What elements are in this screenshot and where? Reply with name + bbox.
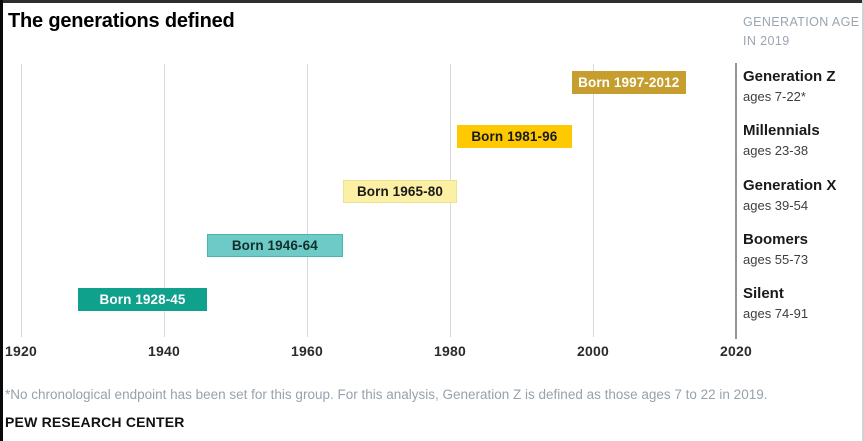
- legend-note: GENERATION AGE IN 2019: [743, 13, 861, 51]
- bar-label: Born 1946-64: [231, 237, 318, 253]
- source-attribution: PEW RESEARCH CENTER: [5, 414, 185, 430]
- generation-name: Boomers: [743, 230, 809, 248]
- gridline-1960: [306, 64, 308, 337]
- footnote: *No chronological endpoint has been set …: [5, 387, 768, 402]
- axis-tick-1920: 1920: [5, 343, 37, 359]
- legend-note-line2: IN 2019: [743, 33, 790, 48]
- generation-bar-generation-z: Born 1997-2012: [571, 71, 686, 94]
- generation-ages: ages 74-91: [743, 306, 809, 322]
- generation-name: Millennials: [743, 122, 820, 140]
- generation-name: Silent: [743, 285, 784, 303]
- generation-ages: ages 39-54: [743, 197, 809, 213]
- generation-bar-boomers: Born 1946-64: [206, 233, 343, 257]
- generation-bar-millennials: Born 1981-96: [457, 125, 572, 149]
- axis-tick-2000: 2000: [577, 343, 609, 359]
- bar-label: Born 1928-45: [99, 292, 186, 308]
- gridline-2020: [735, 63, 737, 339]
- legend-note-line1: GENERATION AGE: [743, 15, 860, 29]
- axis-tick-1980: 1980: [434, 343, 466, 359]
- bar-label: Born 1965-80: [356, 183, 443, 199]
- generation-label-generation-x: Generation X ages 39-54: [743, 177, 863, 213]
- axis-tick-1940: 1940: [148, 343, 180, 359]
- generation-label-millennials: Millennials ages 23-38: [743, 122, 863, 158]
- window-right-edge: [862, 0, 864, 441]
- generation-name: Generation X: [743, 176, 837, 194]
- gridline-1920: [20, 64, 22, 337]
- chart-title: The generations defined: [8, 10, 235, 32]
- generation-name: Generation Z: [743, 68, 836, 85]
- axis-tick-2020: 2020: [720, 343, 752, 359]
- generation-ages: ages 7-22*: [743, 89, 806, 104]
- generation-bar-generation-x: Born 1965-80: [342, 179, 458, 203]
- window-left-edge: [0, 0, 3, 441]
- generation-label-silent: Silent ages 74-91: [743, 285, 863, 321]
- generation-ages: ages 55-73: [743, 251, 809, 267]
- gridline-1940: [163, 64, 165, 337]
- axis-tick-1960: 1960: [291, 343, 323, 359]
- generation-bar-silent: Born 1928-45: [78, 288, 207, 312]
- bar-label: Born 1981-96: [471, 129, 558, 145]
- top-border: [0, 0, 864, 3]
- generation-ages: ages 23-38: [743, 143, 809, 159]
- generation-label-boomers: Boomers ages 55-73: [743, 231, 863, 267]
- generation-label-generation-z: Generation Z ages 7-22*: [743, 68, 863, 104]
- bar-label: Born 1997-2012: [578, 75, 680, 90]
- gridline-2000: [592, 64, 594, 337]
